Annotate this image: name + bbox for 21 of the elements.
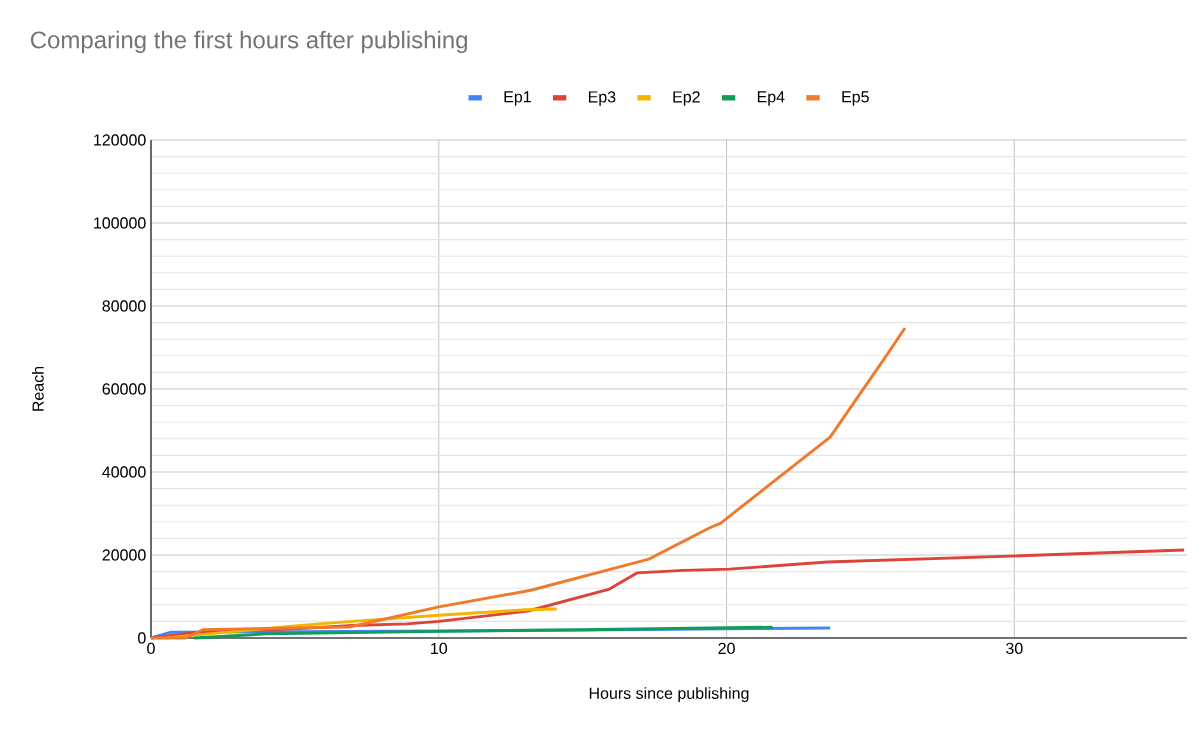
x-tick-label: 0: [147, 642, 155, 655]
y-tick-label: 60000: [102, 383, 146, 395]
y-tick-label: 40000: [102, 466, 146, 478]
y-tick-label: 20000: [102, 549, 146, 561]
x-axis-title: Hours since publishing: [589, 687, 749, 703]
y-tick-label: 80000: [102, 300, 146, 312]
y-tick-label: 100000: [94, 217, 146, 229]
line-series: [149, 326, 907, 640]
y-tick-label: 0: [138, 632, 146, 644]
x-tick-label: 20: [718, 642, 735, 655]
legend-label: Ep1: [504, 91, 531, 106]
legend-label: Ep2: [673, 91, 700, 106]
legend-label: Ep4: [757, 91, 785, 106]
y-tick-label: 120000: [94, 134, 146, 146]
y-axis-title: Reach: [32, 366, 44, 411]
x-tick-label: 10: [431, 642, 448, 655]
legend-label: Ep5: [842, 91, 869, 106]
legend-label: Ep3: [588, 91, 616, 106]
x-tick-label: 30: [1006, 642, 1023, 655]
chart-title: Comparing the first hours after publishing: [30, 30, 467, 54]
line-series: [192, 625, 775, 640]
